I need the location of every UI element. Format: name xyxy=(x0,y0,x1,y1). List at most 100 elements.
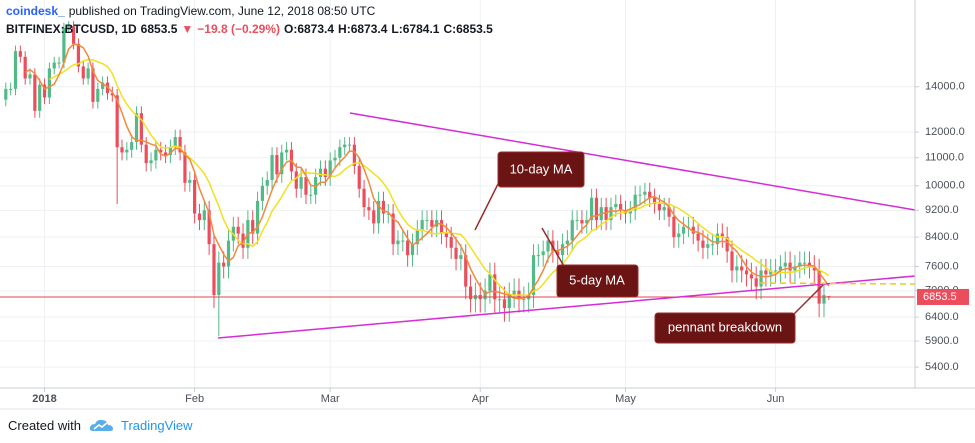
open: O:6873.4 xyxy=(284,22,335,36)
candle-body xyxy=(773,270,778,272)
candle-body xyxy=(720,233,724,238)
trend-line xyxy=(349,112,916,211)
axis-overlay: 14000.0 12000.0 11000.0 10000.0 9200.0 8400.0… xyxy=(0,0,975,410)
candle-body xyxy=(459,255,463,259)
candle-body xyxy=(594,197,599,221)
candle-body xyxy=(769,270,773,275)
y-tick-label: 8400.0 xyxy=(925,231,959,243)
moving-average xyxy=(24,43,830,300)
candle-body xyxy=(425,220,429,222)
candle-body xyxy=(222,262,226,267)
chart: 10-day MA 5-day MA pennant breakdown 140… xyxy=(0,0,975,410)
candle-body xyxy=(144,144,148,164)
candle-body xyxy=(706,244,710,248)
high: H:6873.4 xyxy=(338,22,388,36)
candle-body xyxy=(735,266,739,271)
candle-body xyxy=(183,152,187,183)
moving-average xyxy=(49,58,830,297)
logo-line xyxy=(93,421,109,430)
candle-body xyxy=(125,149,129,153)
candle-body xyxy=(71,26,76,44)
candle-body xyxy=(81,66,85,79)
published: published on TradingView.com, June 12, 2… xyxy=(68,4,376,18)
candle-body xyxy=(744,270,749,275)
candle-body xyxy=(96,88,100,102)
last-price-label: 6853.5 xyxy=(923,291,957,303)
x-tick-label: 2018 xyxy=(32,393,56,405)
x-tick-label: Feb xyxy=(185,393,204,405)
candle-body xyxy=(309,194,313,196)
candle-body xyxy=(609,207,613,221)
candle-body xyxy=(396,240,400,245)
y-tick-label: 11000.0 xyxy=(925,152,964,164)
candle-body xyxy=(381,200,386,214)
candle-body xyxy=(4,88,8,100)
candle-body xyxy=(280,152,284,175)
candle-body xyxy=(178,137,182,153)
candle-body xyxy=(47,68,51,98)
candle-body xyxy=(173,137,177,148)
annotation-text: pennant breakdown xyxy=(668,319,782,334)
brand: TradingView xyxy=(120,417,193,433)
publisher: coindesk_ xyxy=(6,4,65,18)
candle-body xyxy=(817,270,821,304)
candle-body xyxy=(401,240,405,242)
candle-body xyxy=(449,237,453,248)
candle-body xyxy=(372,210,376,224)
plot-area xyxy=(0,0,915,388)
candle-body xyxy=(493,274,497,300)
annotation: pennant breakdown xyxy=(654,284,824,344)
candle-body xyxy=(483,290,487,300)
candle-body xyxy=(619,203,623,211)
trend-line xyxy=(217,275,916,339)
footer: Created with TradingView xyxy=(8,416,193,434)
candle-body xyxy=(212,244,216,295)
low: L:6784.1 xyxy=(391,22,440,36)
candle-body xyxy=(512,290,516,295)
pointer xyxy=(541,227,566,269)
candle-body xyxy=(648,191,652,198)
candle-body xyxy=(57,62,61,64)
y-tick-label: 7600.0 xyxy=(925,260,959,272)
candle-body xyxy=(807,262,812,267)
candle-body xyxy=(560,244,565,256)
change-arrow: ▼ xyxy=(181,22,194,36)
candle-body xyxy=(633,194,637,211)
candle-body xyxy=(333,157,337,161)
candle-body xyxy=(565,240,569,245)
pointer xyxy=(789,284,824,319)
candle-body xyxy=(159,149,163,153)
candle-body xyxy=(149,160,153,164)
candle-body xyxy=(691,226,695,234)
candle-body xyxy=(531,255,536,295)
candle-body xyxy=(386,213,390,215)
candle-body xyxy=(275,155,279,175)
x-tick-label: Jun xyxy=(767,393,785,405)
candle-body xyxy=(323,168,327,178)
candle-body xyxy=(454,247,458,259)
candle-body xyxy=(193,179,197,214)
candle-body xyxy=(725,237,729,252)
candle-body xyxy=(120,147,124,153)
y-tick-label: 14000.0 xyxy=(925,81,965,93)
candle-body xyxy=(154,149,158,161)
annotation-text: 5-day MA xyxy=(569,272,625,287)
candle-body xyxy=(130,142,134,150)
candle-body xyxy=(338,147,342,158)
candle-body xyxy=(822,294,826,304)
change: −19.8 (−0.29%) xyxy=(197,22,280,36)
annotation-box xyxy=(556,264,639,298)
candle-body xyxy=(590,197,594,221)
logo-cloud xyxy=(89,419,113,431)
candle-body xyxy=(38,84,42,111)
candle-body xyxy=(110,93,114,96)
candle-body xyxy=(575,220,579,222)
candle-body xyxy=(328,160,332,178)
candle-body xyxy=(91,68,95,102)
candle-body xyxy=(672,216,676,238)
candle-body xyxy=(76,43,81,67)
candle-body xyxy=(778,266,783,271)
candle-body xyxy=(251,220,255,234)
candle-body xyxy=(580,220,584,224)
